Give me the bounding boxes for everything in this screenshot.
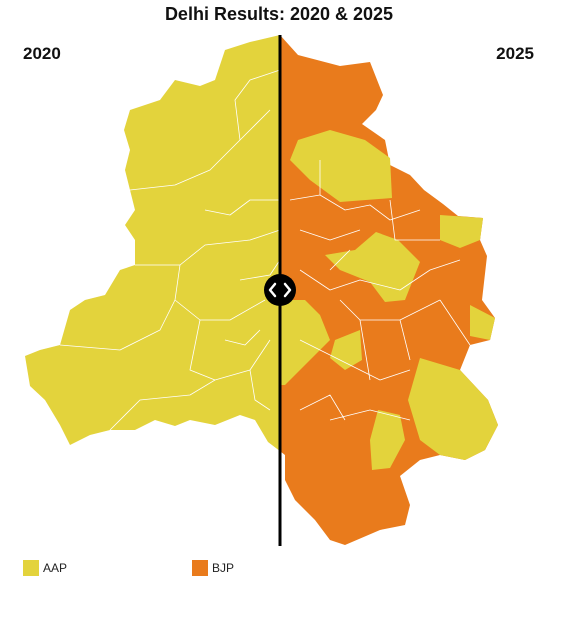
region: [325, 232, 420, 302]
region: [370, 410, 405, 470]
legend-label: AAP: [43, 561, 67, 575]
region: [408, 358, 498, 460]
slider-handle[interactable]: [264, 274, 296, 306]
left-year: 2020: [23, 44, 61, 63]
legend-swatch: [23, 560, 39, 576]
title: Delhi Results: 2020 & 2025: [165, 4, 393, 24]
region: [290, 130, 392, 202]
region: [330, 330, 362, 370]
map-2025: [280, 35, 498, 545]
legend: AAP BJP: [23, 560, 234, 576]
district-borders: [289, 160, 471, 421]
region: [470, 305, 495, 340]
right-year: 2025: [496, 44, 534, 63]
map-2020: [25, 35, 280, 545]
handle-arrows: [268, 282, 292, 298]
legend-swatch: [192, 560, 208, 576]
region: [440, 215, 483, 248]
legend-label: BJP: [212, 561, 234, 575]
handle-knob[interactable]: [264, 274, 296, 306]
district-borders: [59, 69, 280, 431]
